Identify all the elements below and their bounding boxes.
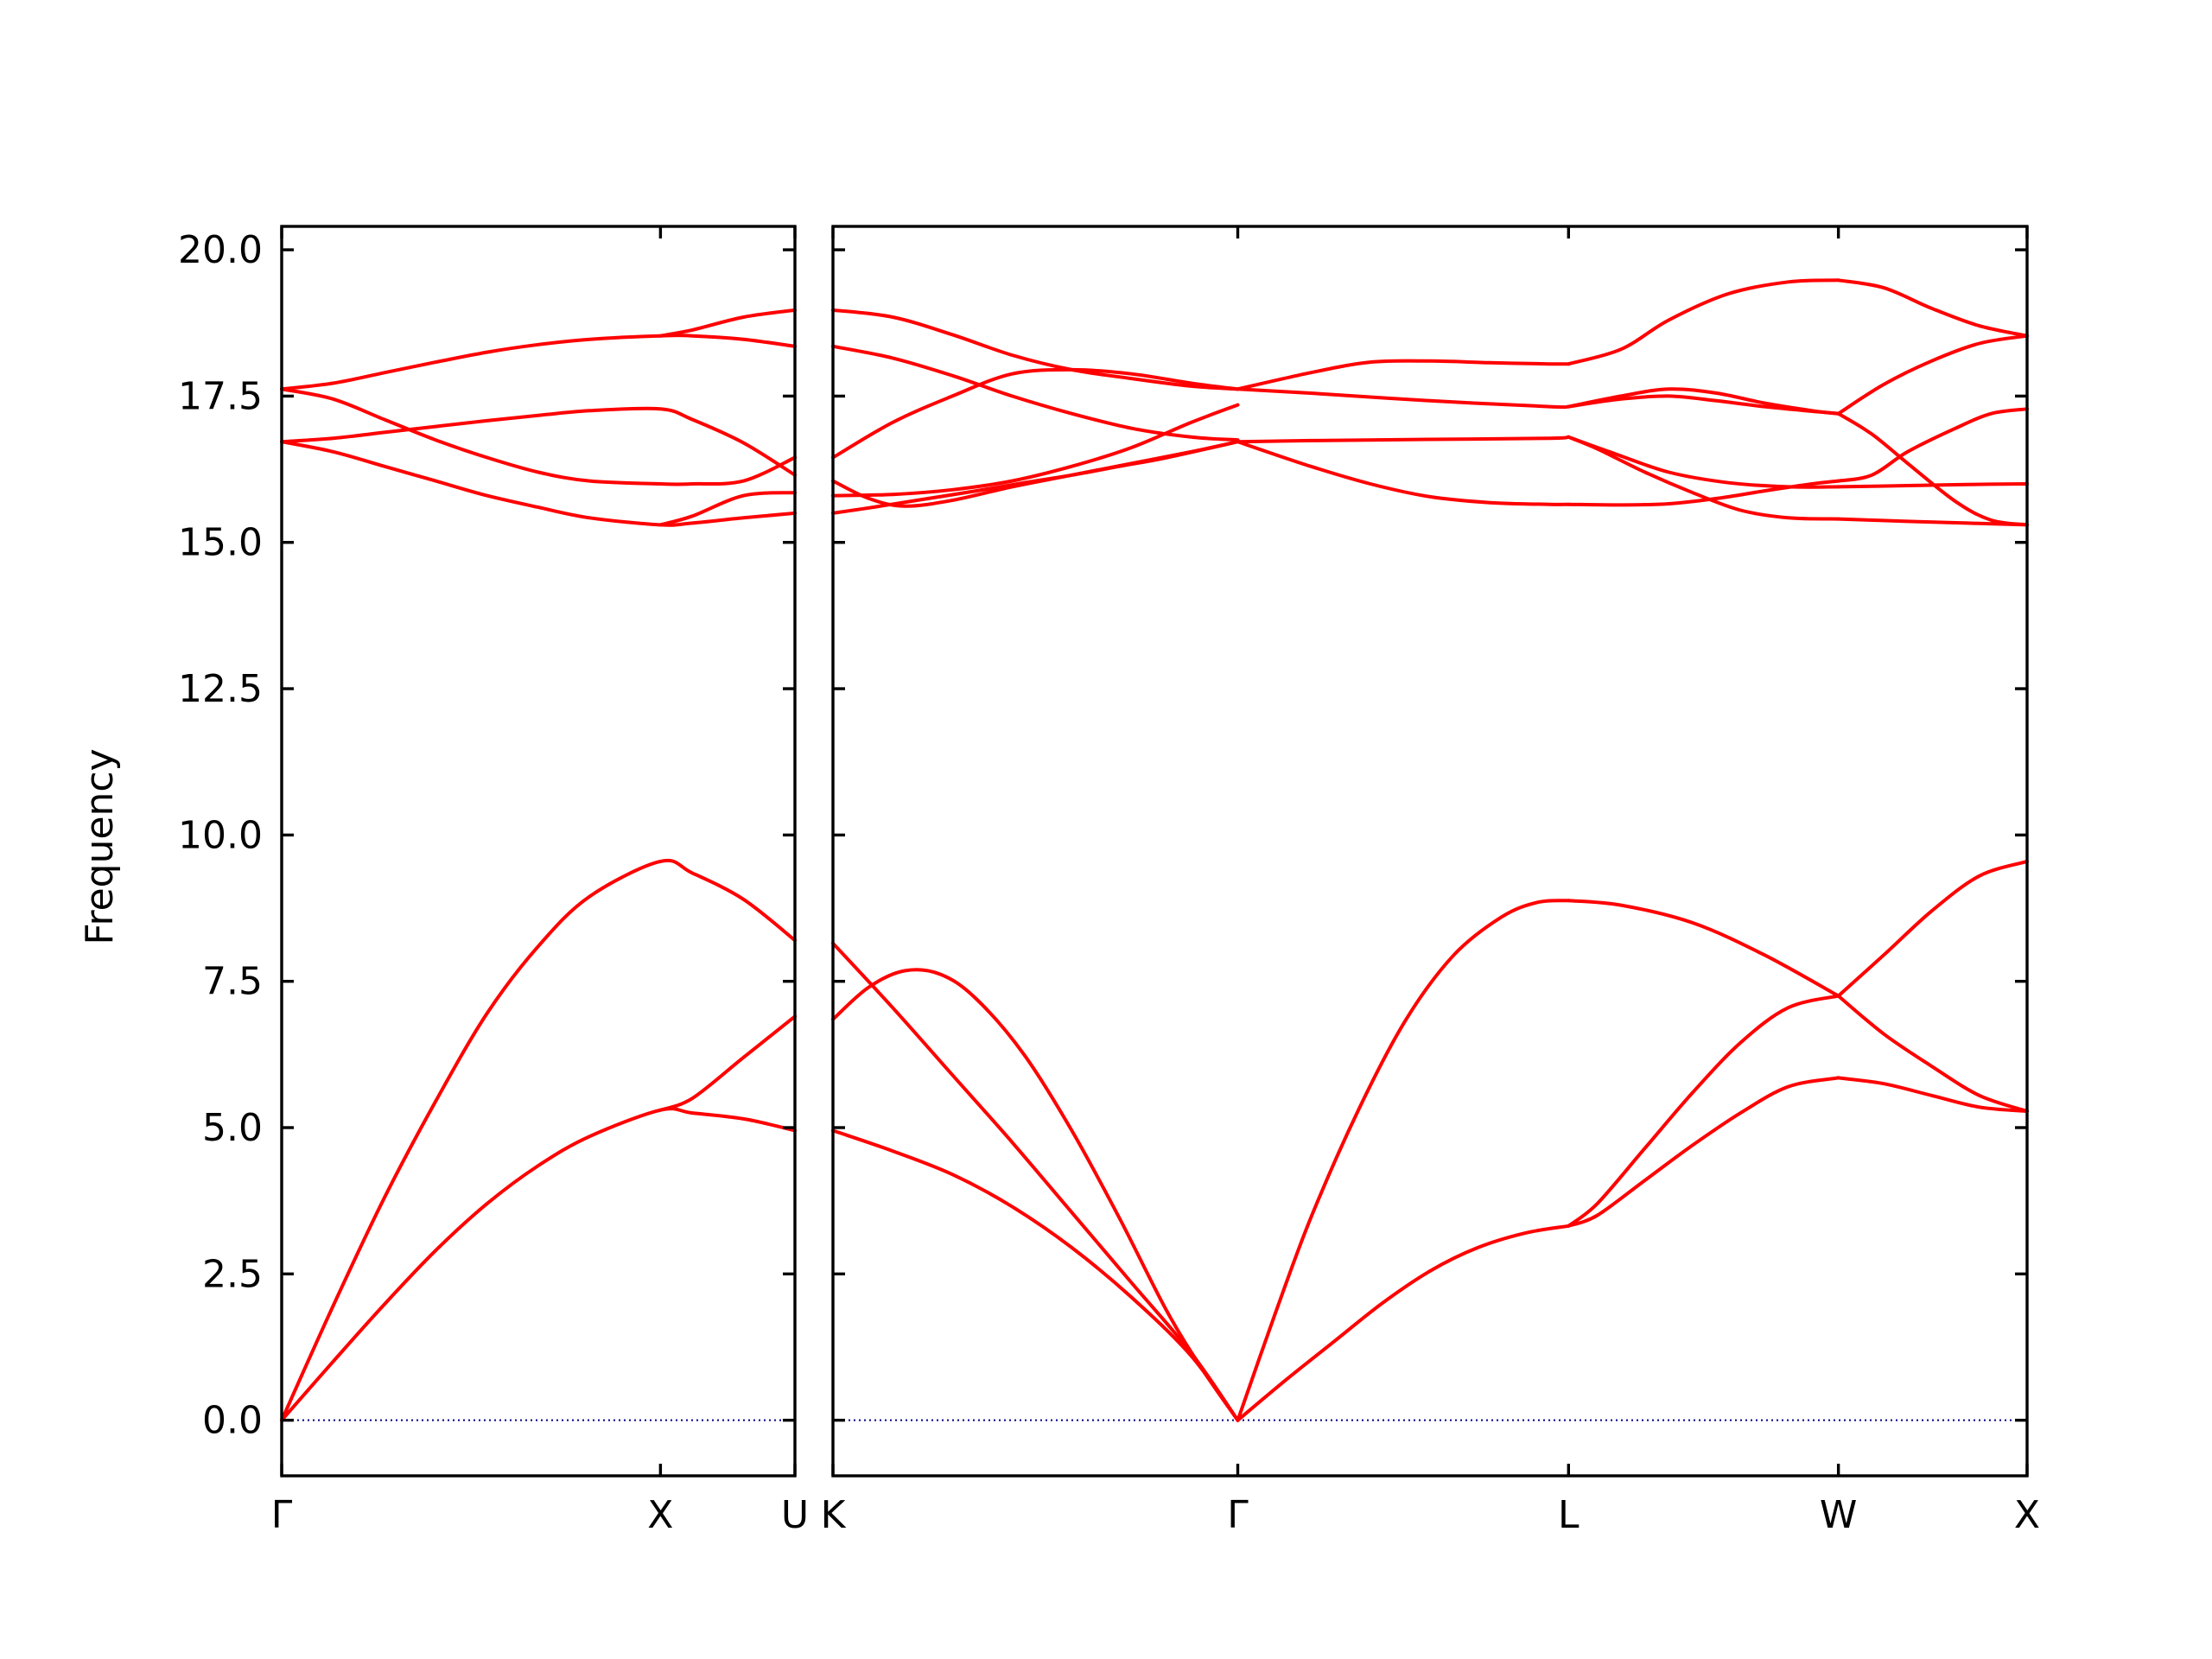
phonon-band xyxy=(280,406,797,477)
phonon-band xyxy=(1236,1224,1571,1422)
phonon-band xyxy=(1567,479,1840,507)
phonon-band xyxy=(1836,1076,2029,1114)
phonon-band xyxy=(1836,334,2029,416)
x-tick-label: K xyxy=(821,1493,847,1537)
phonon-band xyxy=(280,1107,797,1422)
phonon-band xyxy=(1236,359,1571,391)
y-tick-label: 2.5 xyxy=(202,1252,263,1296)
y-tick-label: 5.0 xyxy=(202,1106,263,1150)
x-tick-label: Γ xyxy=(271,1493,293,1537)
phonon-band xyxy=(831,1128,1240,1422)
phonon-band xyxy=(831,440,1240,508)
x-tick-label: L xyxy=(1558,1493,1580,1537)
phonon-band xyxy=(280,440,797,527)
y-tick-label: 0.0 xyxy=(202,1399,263,1443)
phonon-band xyxy=(658,491,797,527)
phonon-band xyxy=(1836,278,2029,338)
phonon-band xyxy=(831,344,1240,442)
phonon-band xyxy=(1236,899,1571,1422)
y-tick-label: 20.0 xyxy=(178,228,263,272)
phonon-band xyxy=(1836,407,2029,483)
panel-frame xyxy=(831,225,2029,1478)
y-tick-label: 7.5 xyxy=(202,960,263,1004)
phonon-band xyxy=(1567,994,1840,1228)
phonon-band xyxy=(1836,482,2029,489)
y-tick-label: 10.0 xyxy=(178,813,263,857)
y-axis-label: Frequency xyxy=(78,748,122,944)
phonon-band xyxy=(831,968,1240,1422)
y-tick-label: 12.5 xyxy=(178,667,263,711)
phonon-band xyxy=(1567,899,1840,998)
phonon-band xyxy=(1236,440,1571,506)
phonon-band xyxy=(831,403,1240,498)
y-tick-label: 17.5 xyxy=(178,374,263,418)
phonon-band xyxy=(831,941,1240,1422)
phonon-band xyxy=(1567,1076,1840,1228)
phonon-band xyxy=(831,308,1240,391)
x-tick-label: X xyxy=(2014,1493,2040,1537)
phonon-band xyxy=(1836,517,2029,527)
phonon-band xyxy=(280,387,797,486)
phonon-band xyxy=(280,334,797,391)
x-tick-label: X xyxy=(647,1493,673,1537)
phonon-band xyxy=(1567,435,1840,489)
phonon-band xyxy=(1836,859,2029,998)
phonon-band xyxy=(658,1014,797,1112)
plot-area: 0.0 2.5 5.0 7.5 10.0 12.5 15.0 17.5 20.0 Γ X U K Γ L W X xyxy=(178,225,2040,1537)
phonon-band xyxy=(1567,278,1840,366)
x-tick-label: U xyxy=(781,1493,809,1537)
phonon-band xyxy=(831,367,1240,460)
phonon-band xyxy=(1236,435,1571,444)
phonon-band xyxy=(1236,387,1571,410)
y-tick-label: 15.0 xyxy=(178,521,263,565)
phonon-band xyxy=(1836,411,2029,527)
panel-frame xyxy=(280,225,797,1478)
phonon-band xyxy=(1567,394,1840,416)
phonon-band xyxy=(1836,994,2029,1114)
x-tick-label: W xyxy=(1820,1493,1858,1537)
phonon-band xyxy=(658,308,797,338)
phonon-band xyxy=(280,858,797,1422)
x-tick-label: Γ xyxy=(1227,1493,1249,1537)
